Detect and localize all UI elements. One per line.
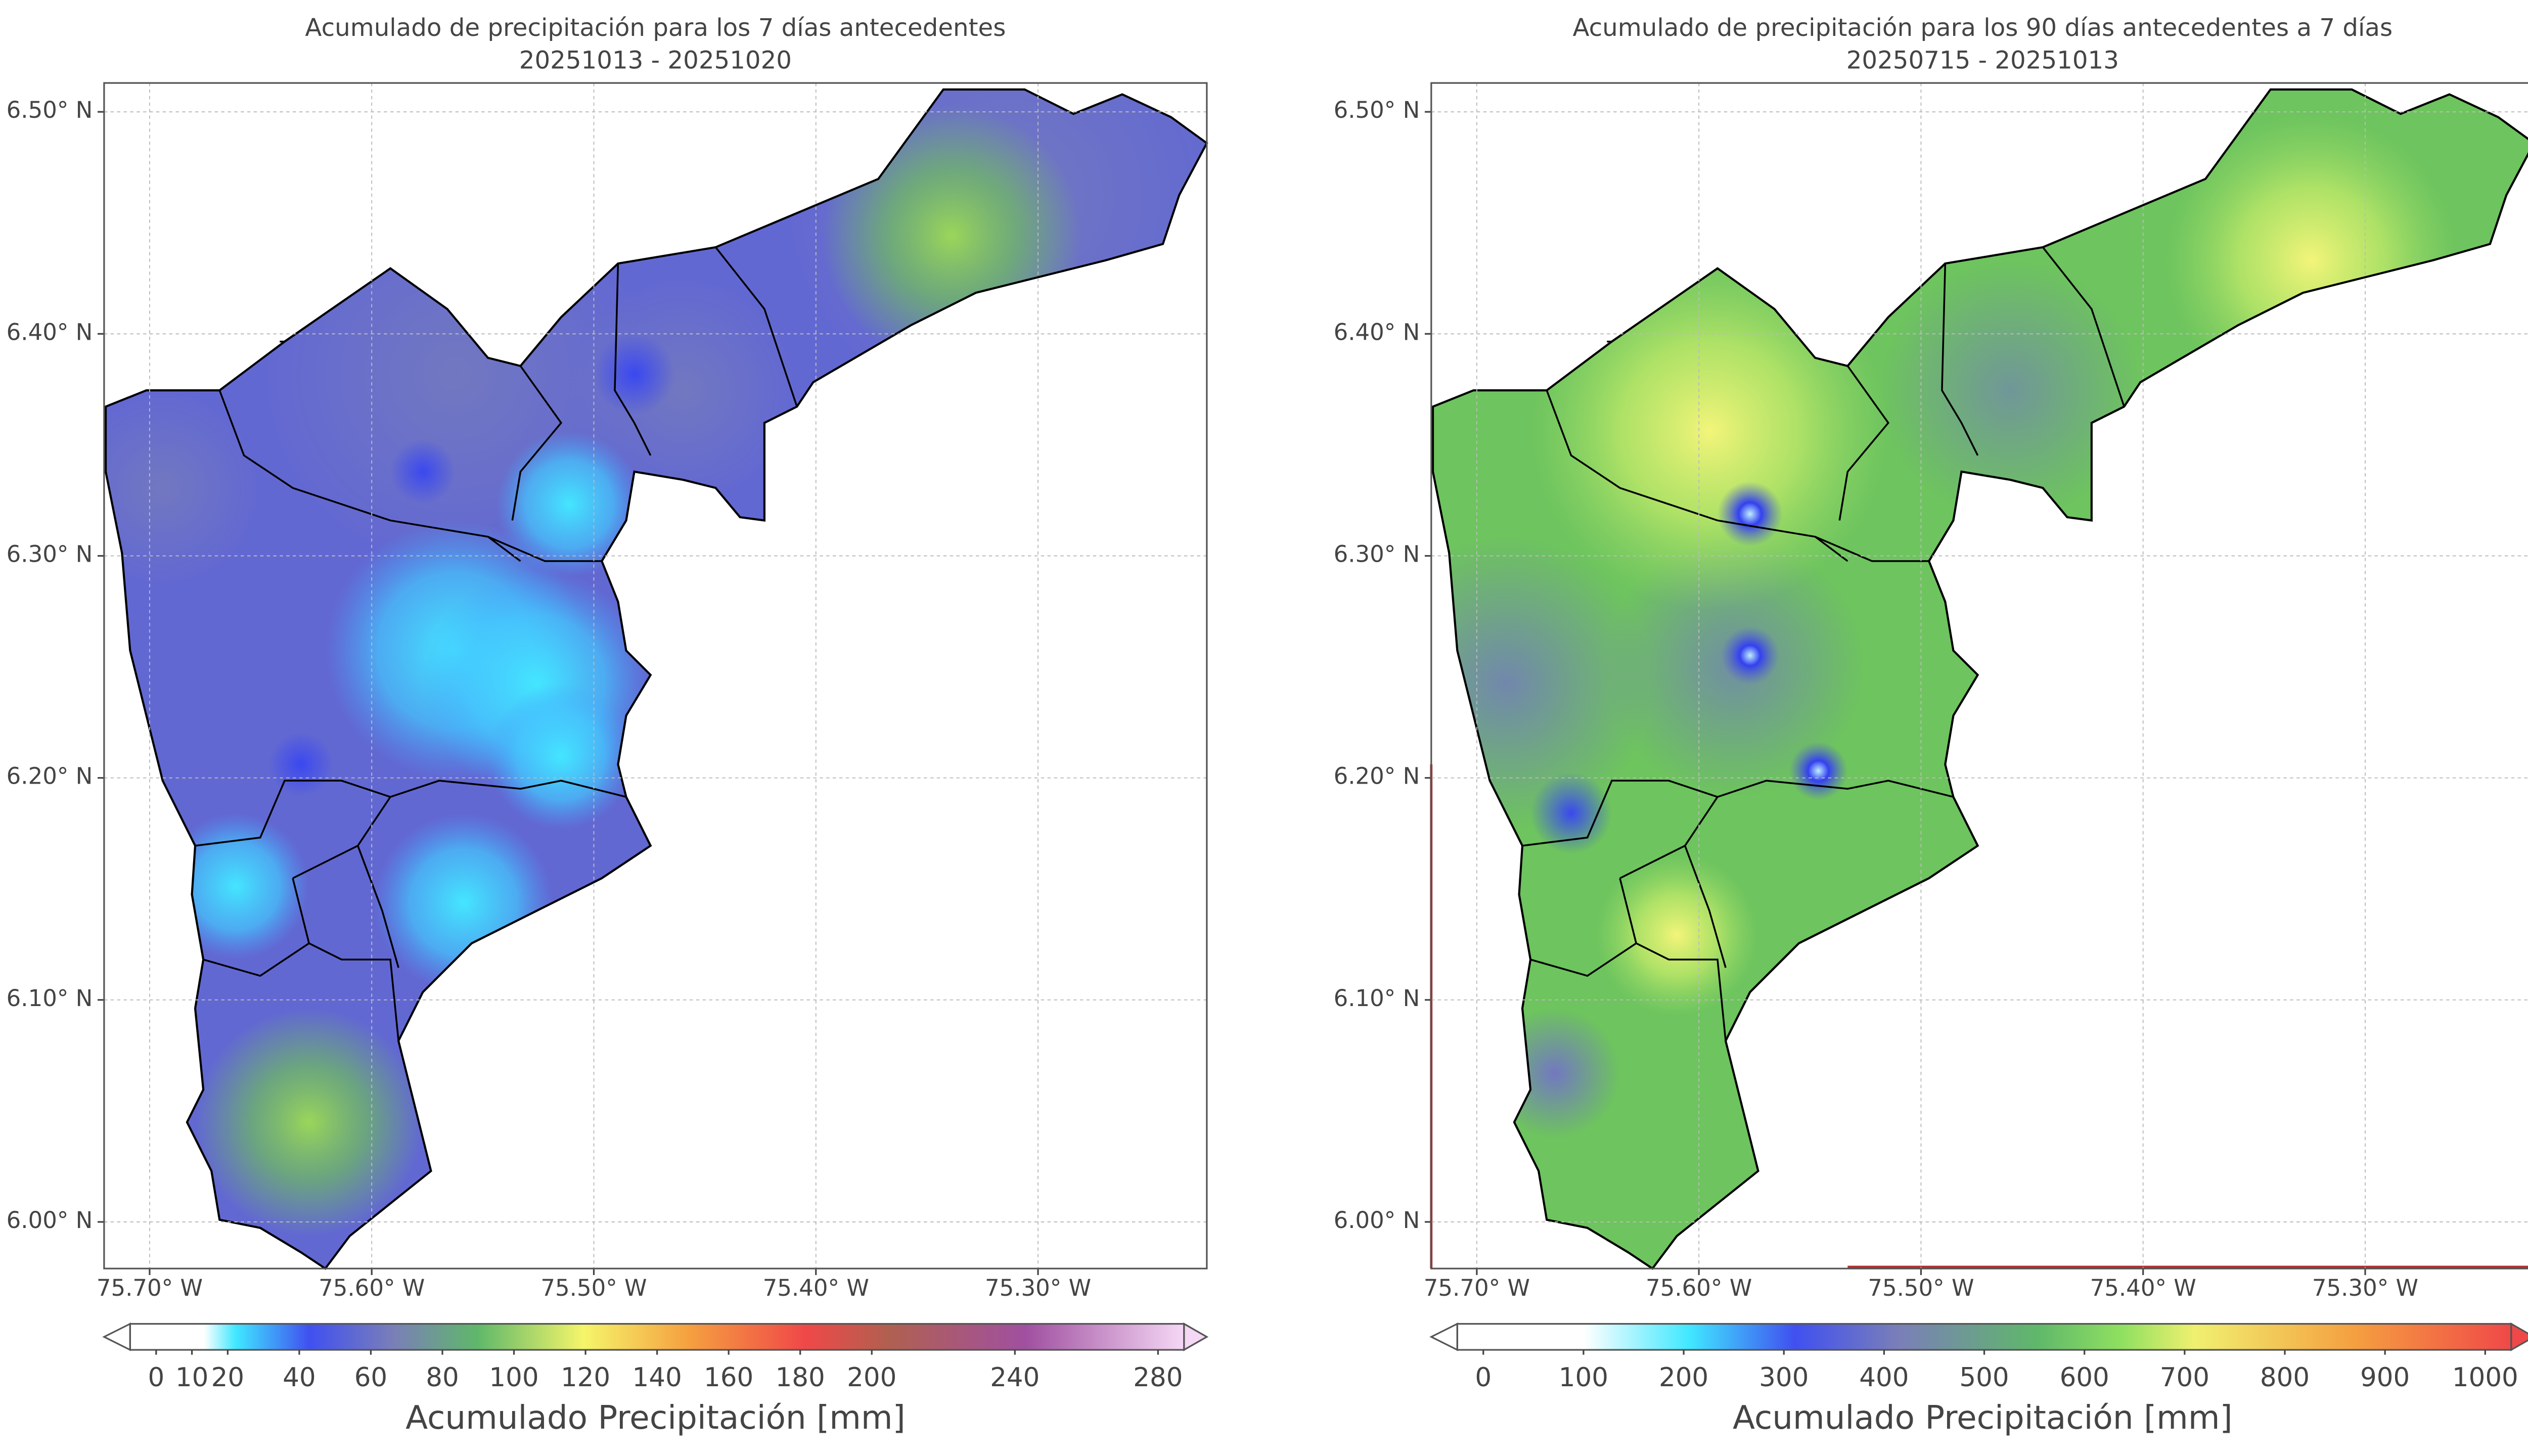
colorbar-label: Acumulado Precipitación [mm]: [1733, 1399, 2233, 1437]
x-tick-label: 75.30° W: [2312, 1275, 2418, 1301]
x-tick-label: 75.40° W: [2090, 1275, 2196, 1301]
colorbar-tick-label: 1000: [2452, 1362, 2518, 1393]
y-tick-label: 6.20° N: [7, 763, 93, 790]
y-tick-label: 6.10° N: [1334, 985, 1420, 1012]
colorbar-extend: [1429, 1322, 1458, 1351]
map-panel: [65, 0, 1236, 1285]
x-tick-label: 75.30° W: [985, 1275, 1091, 1301]
colorbar-tick-label: 280: [1133, 1362, 1183, 1393]
colorbar-tick-label: 300: [1759, 1362, 1809, 1393]
colorbar-tick-label: 400: [1859, 1362, 1909, 1393]
y-tick-label: 6.30° N: [7, 541, 93, 568]
precip-field: [106, 89, 1207, 1269]
colorbar-tick-label: 0: [148, 1362, 164, 1393]
colorbar-tick-label: 180: [776, 1362, 825, 1393]
colorbar-tick-label: 0: [1475, 1362, 1492, 1393]
colorbar: [130, 1324, 1184, 1350]
y-tick-label: 6.30° N: [1334, 541, 1420, 568]
colorbar-tick-label: 700: [2160, 1362, 2209, 1393]
y-tick-label: 6.10° N: [7, 985, 93, 1012]
colorbar-tick-label: 20: [211, 1362, 244, 1393]
colorbar-tick-label: 800: [2260, 1362, 2310, 1393]
x-tick-label: 75.60° W: [1646, 1275, 1752, 1301]
colorbar-extend: [102, 1322, 131, 1351]
panel-title: Acumulado de precipitación para los 90 d…: [1573, 14, 2393, 42]
y-tick-label: 6.00° N: [1334, 1207, 1420, 1234]
colorbar-tick-label: 160: [704, 1362, 753, 1393]
x-tick-label: 75.50° W: [1868, 1275, 1974, 1301]
x-tick-label: 75.70° W: [1424, 1275, 1530, 1301]
colorbar-tick-label: 500: [1959, 1362, 2009, 1393]
colorbar-tick-label: 10: [175, 1362, 208, 1393]
x-tick-label: 75.50° W: [540, 1275, 647, 1301]
colorbar-tick-label: 100: [1559, 1362, 1608, 1393]
y-tick-label: 6.40° N: [7, 318, 93, 345]
colorbar: [1457, 1324, 2511, 1350]
colorbar-tick-label: 200: [1659, 1362, 1708, 1393]
plot-frame: [1430, 82, 2528, 1269]
colorbar-tick-label: 80: [426, 1362, 459, 1393]
panel-subtitle: 20250715 - 20251013: [1846, 46, 2119, 74]
y-tick-label: 6.50° N: [1334, 97, 1420, 123]
colorbar-extend: [1183, 1322, 1209, 1351]
colorbar-tick-label: 40: [283, 1362, 315, 1393]
colorbar-tick-label: 200: [847, 1362, 896, 1393]
colorbar-tick-label: 900: [2360, 1362, 2410, 1393]
colorbar-tick-label: 140: [632, 1362, 682, 1393]
colorbar-tick-label: 600: [2060, 1362, 2109, 1393]
y-tick-label: 6.00° N: [7, 1207, 93, 1234]
colorbar-tick-label: 100: [489, 1362, 538, 1393]
y-tick-label: 6.20° N: [1334, 763, 1420, 790]
panel-title: Acumulado de precipitación para los 7 dí…: [305, 14, 1006, 42]
plot-frame: [103, 82, 1208, 1269]
colorbar-label: Acumulado Precipitación [mm]: [405, 1399, 906, 1437]
x-tick-label: 75.70° W: [97, 1275, 203, 1301]
colorbar-tick-label: 240: [990, 1362, 1040, 1393]
colorbar-extend: [2510, 1322, 2528, 1351]
precip-field: [1433, 89, 2528, 1269]
y-tick-label: 6.50° N: [7, 97, 93, 123]
panel-subtitle: 20251013 - 20251020: [519, 46, 792, 74]
colorbar-tick-label: 60: [354, 1362, 387, 1393]
colorbar-tick-label: 120: [561, 1362, 610, 1393]
map-panel: [1430, 81, 2528, 1285]
y-tick-label: 6.40° N: [1334, 318, 1420, 345]
x-tick-label: 75.60° W: [319, 1275, 425, 1301]
x-tick-label: 75.40° W: [763, 1275, 869, 1301]
